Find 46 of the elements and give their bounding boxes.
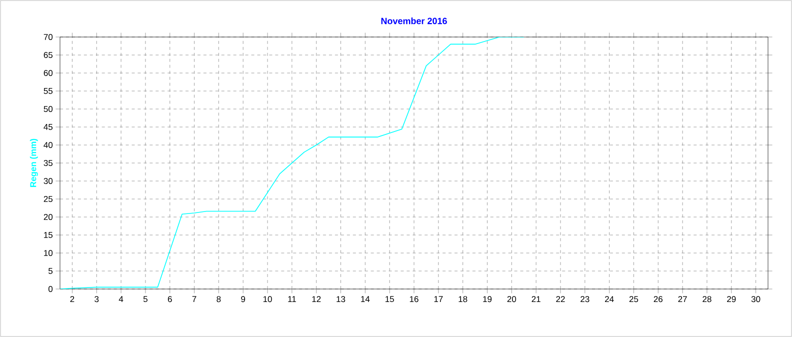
y-tick-label: 10 [44, 250, 53, 256]
x-tick-label: 16 [410, 296, 418, 302]
y-tick-label: 0 [48, 286, 53, 292]
y-tick-label: 30 [44, 178, 53, 184]
x-tick-label: 6 [168, 296, 172, 302]
x-tick-label: 17 [434, 296, 443, 302]
y-tick-label: 65 [44, 52, 53, 58]
x-tick-label: 12 [312, 296, 321, 302]
y-tick-label: 5 [48, 268, 53, 274]
x-tick-label: 29 [727, 296, 736, 302]
x-tick-label: 14 [361, 296, 370, 302]
x-tick-label: 18 [458, 296, 468, 302]
x-tick-label: 21 [532, 296, 540, 302]
x-tick-label: 3 [94, 296, 99, 302]
y-tick-label: 50 [44, 106, 53, 112]
x-tick-label: 19 [483, 296, 492, 302]
x-tick-label: 9 [241, 296, 246, 302]
x-tick-label: 23 [580, 296, 590, 302]
x-tick-label: 13 [336, 296, 346, 302]
x-tick-label: 28 [702, 296, 712, 302]
x-tick-label: 2 [70, 296, 74, 302]
y-axis-title: Regen (mm) [30, 138, 38, 187]
y-tick-label: 45 [44, 124, 53, 130]
x-tick-label: 26 [654, 296, 663, 302]
x-tick-label: 27 [678, 296, 687, 302]
x-tick-label: 15 [386, 296, 394, 302]
y-tick-label: 15 [44, 232, 53, 238]
x-tick-label: 8 [216, 296, 221, 302]
y-tick-label: 40 [44, 142, 53, 148]
x-tick-label: 22 [556, 296, 565, 302]
y-tick-label: 35 [44, 160, 53, 166]
y-tick-label: 25 [44, 196, 53, 202]
x-tick-label: 10 [263, 296, 272, 302]
x-tick-label: 7 [192, 296, 196, 302]
y-tick-label: 70 [44, 34, 53, 40]
x-tick-label: 5 [143, 296, 148, 302]
x-tick-label: 4 [118, 296, 124, 302]
x-tick-label: 30 [751, 296, 760, 302]
x-tick-label: 25 [629, 296, 638, 302]
y-tick-label: 20 [44, 214, 53, 220]
chart-title: November 2016 [381, 18, 447, 24]
x-tick-label: 20 [507, 296, 516, 302]
x-tick-label: 24 [605, 296, 614, 302]
y-tick-label: 55 [44, 88, 53, 94]
y-tick-label: 60 [44, 70, 53, 76]
x-tick-label: 11 [288, 296, 296, 302]
